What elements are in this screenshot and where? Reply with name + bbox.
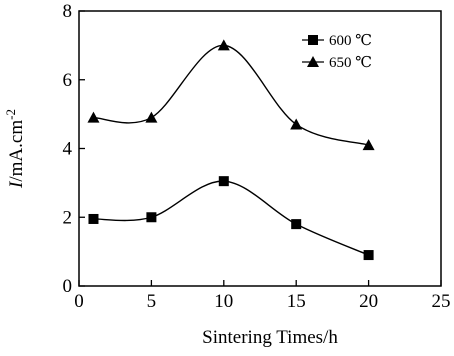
y-axis-title: I/mA.cm-2 bbox=[3, 109, 27, 189]
series-line bbox=[93, 44, 369, 146]
y-tick-label: 2 bbox=[63, 207, 73, 228]
data-point-triangle bbox=[290, 118, 303, 130]
legend-item: 600 ℃ bbox=[302, 33, 372, 49]
x-tick-label: 10 bbox=[214, 291, 233, 312]
y-tick-label: 4 bbox=[63, 139, 73, 160]
x-tick-label: 0 bbox=[74, 291, 84, 312]
data-point-triangle bbox=[362, 139, 375, 151]
legend-label: 650 ℃ bbox=[329, 55, 372, 71]
series-layer bbox=[87, 39, 375, 261]
y-axis-title-exponent: -2 bbox=[3, 109, 18, 120]
legend-marker-square bbox=[308, 35, 318, 45]
legend-label: 600 ℃ bbox=[329, 33, 372, 49]
data-point-square bbox=[363, 250, 374, 261]
legend-marker-triangle bbox=[307, 56, 319, 67]
data-point-square bbox=[146, 212, 157, 223]
x-tick-label: 5 bbox=[147, 291, 157, 312]
data-point-triangle bbox=[87, 111, 100, 123]
y-axis-title-symbol: I bbox=[6, 180, 27, 189]
legend-item: 650 ℃ bbox=[302, 55, 372, 71]
data-point-triangle bbox=[145, 111, 158, 123]
x-tick-label: 20 bbox=[359, 291, 378, 312]
series-square bbox=[88, 176, 374, 261]
y-axis-title-unit: /mA.cm bbox=[6, 120, 27, 182]
plot-frame bbox=[78, 10, 442, 287]
series-triangle bbox=[87, 39, 375, 151]
x-tick-label: 25 bbox=[432, 291, 451, 312]
y-tick-label: 6 bbox=[63, 70, 73, 91]
y-tick-label: 8 bbox=[63, 1, 73, 22]
legend: 600 ℃ 650 ℃ bbox=[302, 33, 372, 71]
data-point-square bbox=[218, 176, 229, 187]
axis-ticks bbox=[78, 10, 442, 287]
x-tick-label: 15 bbox=[287, 291, 306, 312]
series-line bbox=[93, 180, 369, 256]
axis-tick-labels: 0 5 10 15 20 25 0 2 4 6 8 bbox=[63, 1, 451, 312]
data-point-square bbox=[88, 213, 99, 224]
y-tick-label: 0 bbox=[63, 276, 73, 297]
x-axis-title: Sintering Times/h bbox=[202, 327, 338, 348]
data-point-triangle bbox=[217, 39, 230, 51]
data-point-square bbox=[291, 219, 302, 230]
